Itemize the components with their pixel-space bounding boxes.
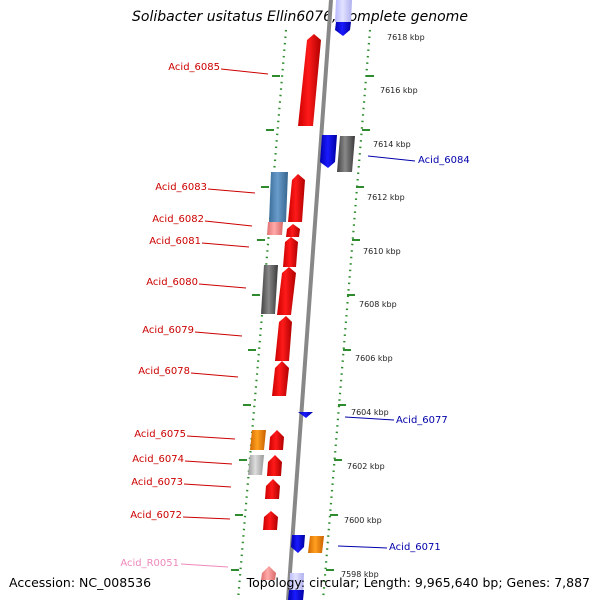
right-leader-lines — [337, 155, 416, 549]
gene-top-blue — [335, 22, 351, 36]
gene-acid-6084-gray — [337, 136, 355, 172]
gene-bottom-blue — [288, 590, 304, 600]
gene-label: Acid_6077 — [396, 415, 448, 426]
gene-acid-6074 — [267, 455, 282, 476]
map-title: Solibacter usitatus Ellin6076, complete … — [132, 9, 468, 25]
kbp-tick-label: 7604 kbp — [351, 408, 389, 417]
gene-acid-6075-orange — [250, 430, 266, 450]
gene-acid-6074-light — [248, 455, 264, 475]
gene-label: Acid_6078 — [138, 366, 190, 377]
kbp-tick-label: 7610 kbp — [363, 247, 401, 256]
kbp-tick-label: 7600 kbp — [344, 516, 382, 525]
gene-red-6083-pair — [288, 174, 305, 222]
genome-backbone — [286, 0, 333, 600]
gene-acid-6075 — [269, 430, 284, 450]
gene-acid-6081b — [283, 237, 298, 267]
gene-label: Acid_6083 — [155, 182, 207, 193]
left-rail-dashes — [231, 75, 280, 571]
gene-labels-left: Acid_6085 Acid_6083 Acid_6082 Acid_6081 … — [120, 62, 220, 569]
gene-label: Acid_6085 — [168, 62, 220, 73]
reverse-strand-genes — [288, 0, 355, 600]
gene-label: Acid_6080 — [146, 277, 198, 288]
accession-text: Accession: NC_008536 — [9, 575, 152, 590]
gene-labels-right: Acid_6084 Acid_6077 Acid_6071 — [389, 155, 470, 553]
gene-acid-6071-orange — [308, 536, 324, 553]
gene-label: Acid_6075 — [134, 429, 186, 440]
gene-label: Acid_6081 — [149, 236, 201, 247]
gene-label: Acid_6074 — [132, 454, 184, 465]
kbp-tick-label: 7612 kbp — [367, 193, 405, 202]
gene-label: Acid_6071 — [389, 542, 441, 553]
gene-acid-6080b — [277, 267, 296, 315]
gene-acid-6077 — [298, 412, 313, 418]
gene-label: Acid_6084 — [418, 155, 470, 166]
gene-acid-6084 — [320, 135, 337, 168]
gene-label: Acid_R0051 — [120, 558, 179, 569]
rna-leader-line — [180, 563, 229, 568]
kbp-tick-label: 7616 kbp — [380, 86, 418, 95]
kbp-tick-label: 7606 kbp — [355, 354, 393, 363]
gene-acid-6085 — [298, 34, 321, 126]
gene-acid-6082 — [267, 222, 283, 235]
gene-acid-6072 — [263, 511, 278, 530]
genome-summary-text: Topology: circular; Length: 9,965,640 bp… — [246, 575, 590, 590]
gene-acid-6073 — [265, 479, 280, 499]
left-leader-lines — [182, 68, 269, 520]
forward-strand-genes — [248, 34, 321, 580]
kbp-scale: 7618 kbp 7616 kbp 7614 kbp 7612 kbp 7610… — [341, 33, 425, 579]
gene-acid-6071 — [291, 535, 305, 553]
gene-label: Acid_6079 — [142, 325, 194, 336]
gene-acid-6078 — [272, 361, 289, 396]
gene-label: Acid_6073 — [131, 477, 183, 488]
gene-acid-r0051 — [261, 566, 276, 580]
gene-label: Acid_6082 — [152, 214, 204, 225]
left-tick-rail — [236, 29, 288, 600]
kbp-tick-label: 7618 kbp — [387, 33, 425, 42]
gene-acid-6083 — [269, 172, 288, 222]
gene-acid-6081 — [286, 224, 300, 237]
kbp-tick-label: 7602 kbp — [347, 462, 385, 471]
gene-label: Acid_6072 — [130, 510, 182, 521]
gene-top-pale — [335, 0, 352, 22]
gene-acid-6080 — [261, 265, 278, 314]
kbp-tick-label: 7608 kbp — [359, 300, 397, 309]
kbp-tick-label: 7598 kbp — [341, 570, 379, 579]
right-rail-dashes — [326, 75, 374, 571]
kbp-tick-label: 7614 kbp — [373, 140, 411, 149]
gene-acid-6079 — [275, 316, 292, 361]
